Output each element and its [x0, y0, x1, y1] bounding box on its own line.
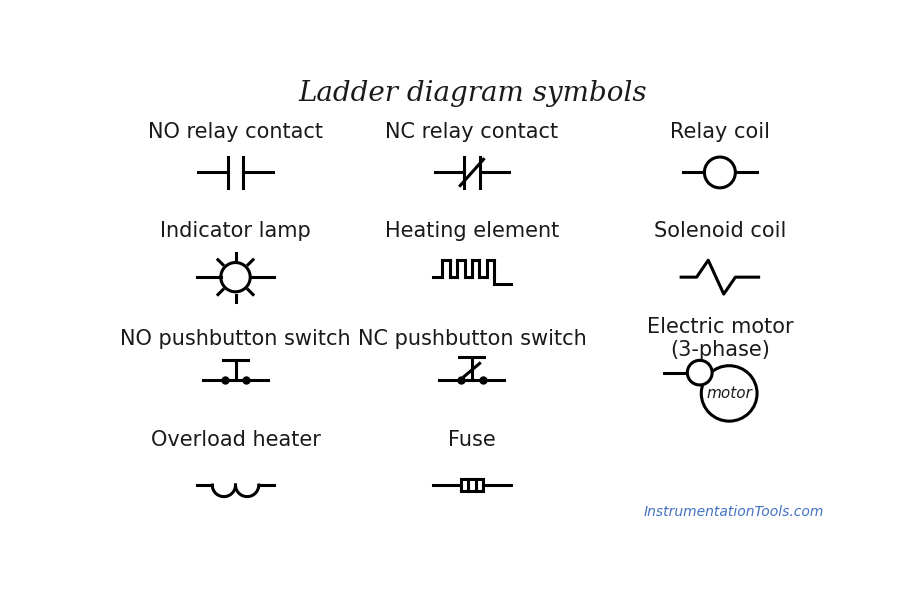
Text: Relay coil: Relay coil: [670, 122, 770, 142]
Text: Ladder diagram symbols: Ladder diagram symbols: [299, 80, 647, 107]
Text: Overload heater: Overload heater: [150, 430, 320, 450]
Circle shape: [688, 360, 713, 385]
Text: Solenoid coil: Solenoid coil: [653, 221, 786, 241]
Text: Fuse: Fuse: [448, 430, 496, 450]
Text: InstrumentationTools.com: InstrumentationTools.com: [644, 505, 824, 519]
Text: NO relay contact: NO relay contact: [148, 122, 323, 142]
Text: Electric motor
(3-phase): Electric motor (3-phase): [647, 317, 793, 360]
Text: NC relay contact: NC relay contact: [385, 122, 558, 142]
Text: NO pushbutton switch: NO pushbutton switch: [120, 329, 351, 349]
Text: motor: motor: [706, 386, 752, 401]
Text: Heating element: Heating element: [385, 221, 559, 241]
Text: Indicator lamp: Indicator lamp: [160, 221, 311, 241]
Text: NC pushbutton switch: NC pushbutton switch: [357, 329, 586, 349]
Circle shape: [701, 366, 757, 421]
